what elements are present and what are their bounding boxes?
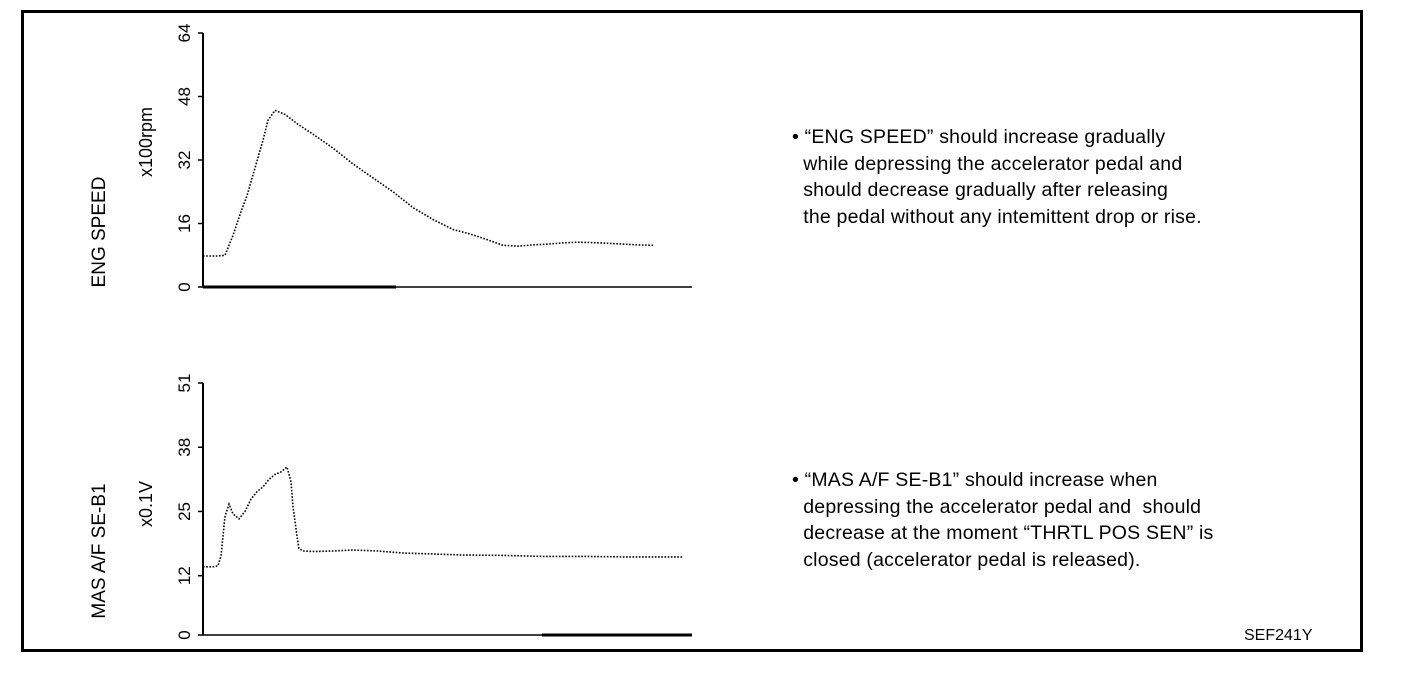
chart-mas-af: MAS A/F SE-B1 x0.1V 0 12 25 38 51 — [89, 374, 692, 640]
eng-speed-note: • “ENG SPEED” should increase gradually … — [792, 126, 1202, 228]
y-tick-label: 0 — [175, 282, 194, 291]
y-label-mas-af: MAS A/F SE-B1 — [89, 483, 110, 618]
chart-eng-speed: ENG SPEED x100rpm 0 16 32 48 64 — [89, 24, 692, 292]
y-label-eng-speed: ENG SPEED — [89, 177, 110, 288]
y-tick-label: 0 — [175, 630, 194, 639]
y-tick-label: 32 — [175, 151, 194, 170]
y-unit-eng-speed: x100rpm — [136, 107, 156, 177]
y-tick-label: 25 — [175, 502, 194, 521]
y-tick-label: 38 — [175, 438, 194, 457]
y-tick-label: 48 — [175, 87, 194, 106]
y-tick-label: 64 — [175, 24, 194, 43]
figure-frame — [21, 10, 1363, 652]
figure-code: SEF241Y — [1244, 627, 1313, 644]
y-unit-mas-af: x0.1V — [136, 481, 156, 527]
eng-speed-line — [203, 109, 654, 257]
mas-af-note: • “MAS A/F SE-B1” should increase when d… — [792, 469, 1214, 571]
mas-af-line — [203, 465, 683, 568]
y-ticks-mas-af: 0 12 25 38 51 — [175, 374, 203, 640]
y-ticks-eng-speed: 0 16 32 48 64 — [175, 24, 203, 292]
y-tick-label: 16 — [175, 214, 194, 233]
y-tick-label: 12 — [175, 566, 194, 585]
y-tick-label: 51 — [175, 374, 194, 393]
